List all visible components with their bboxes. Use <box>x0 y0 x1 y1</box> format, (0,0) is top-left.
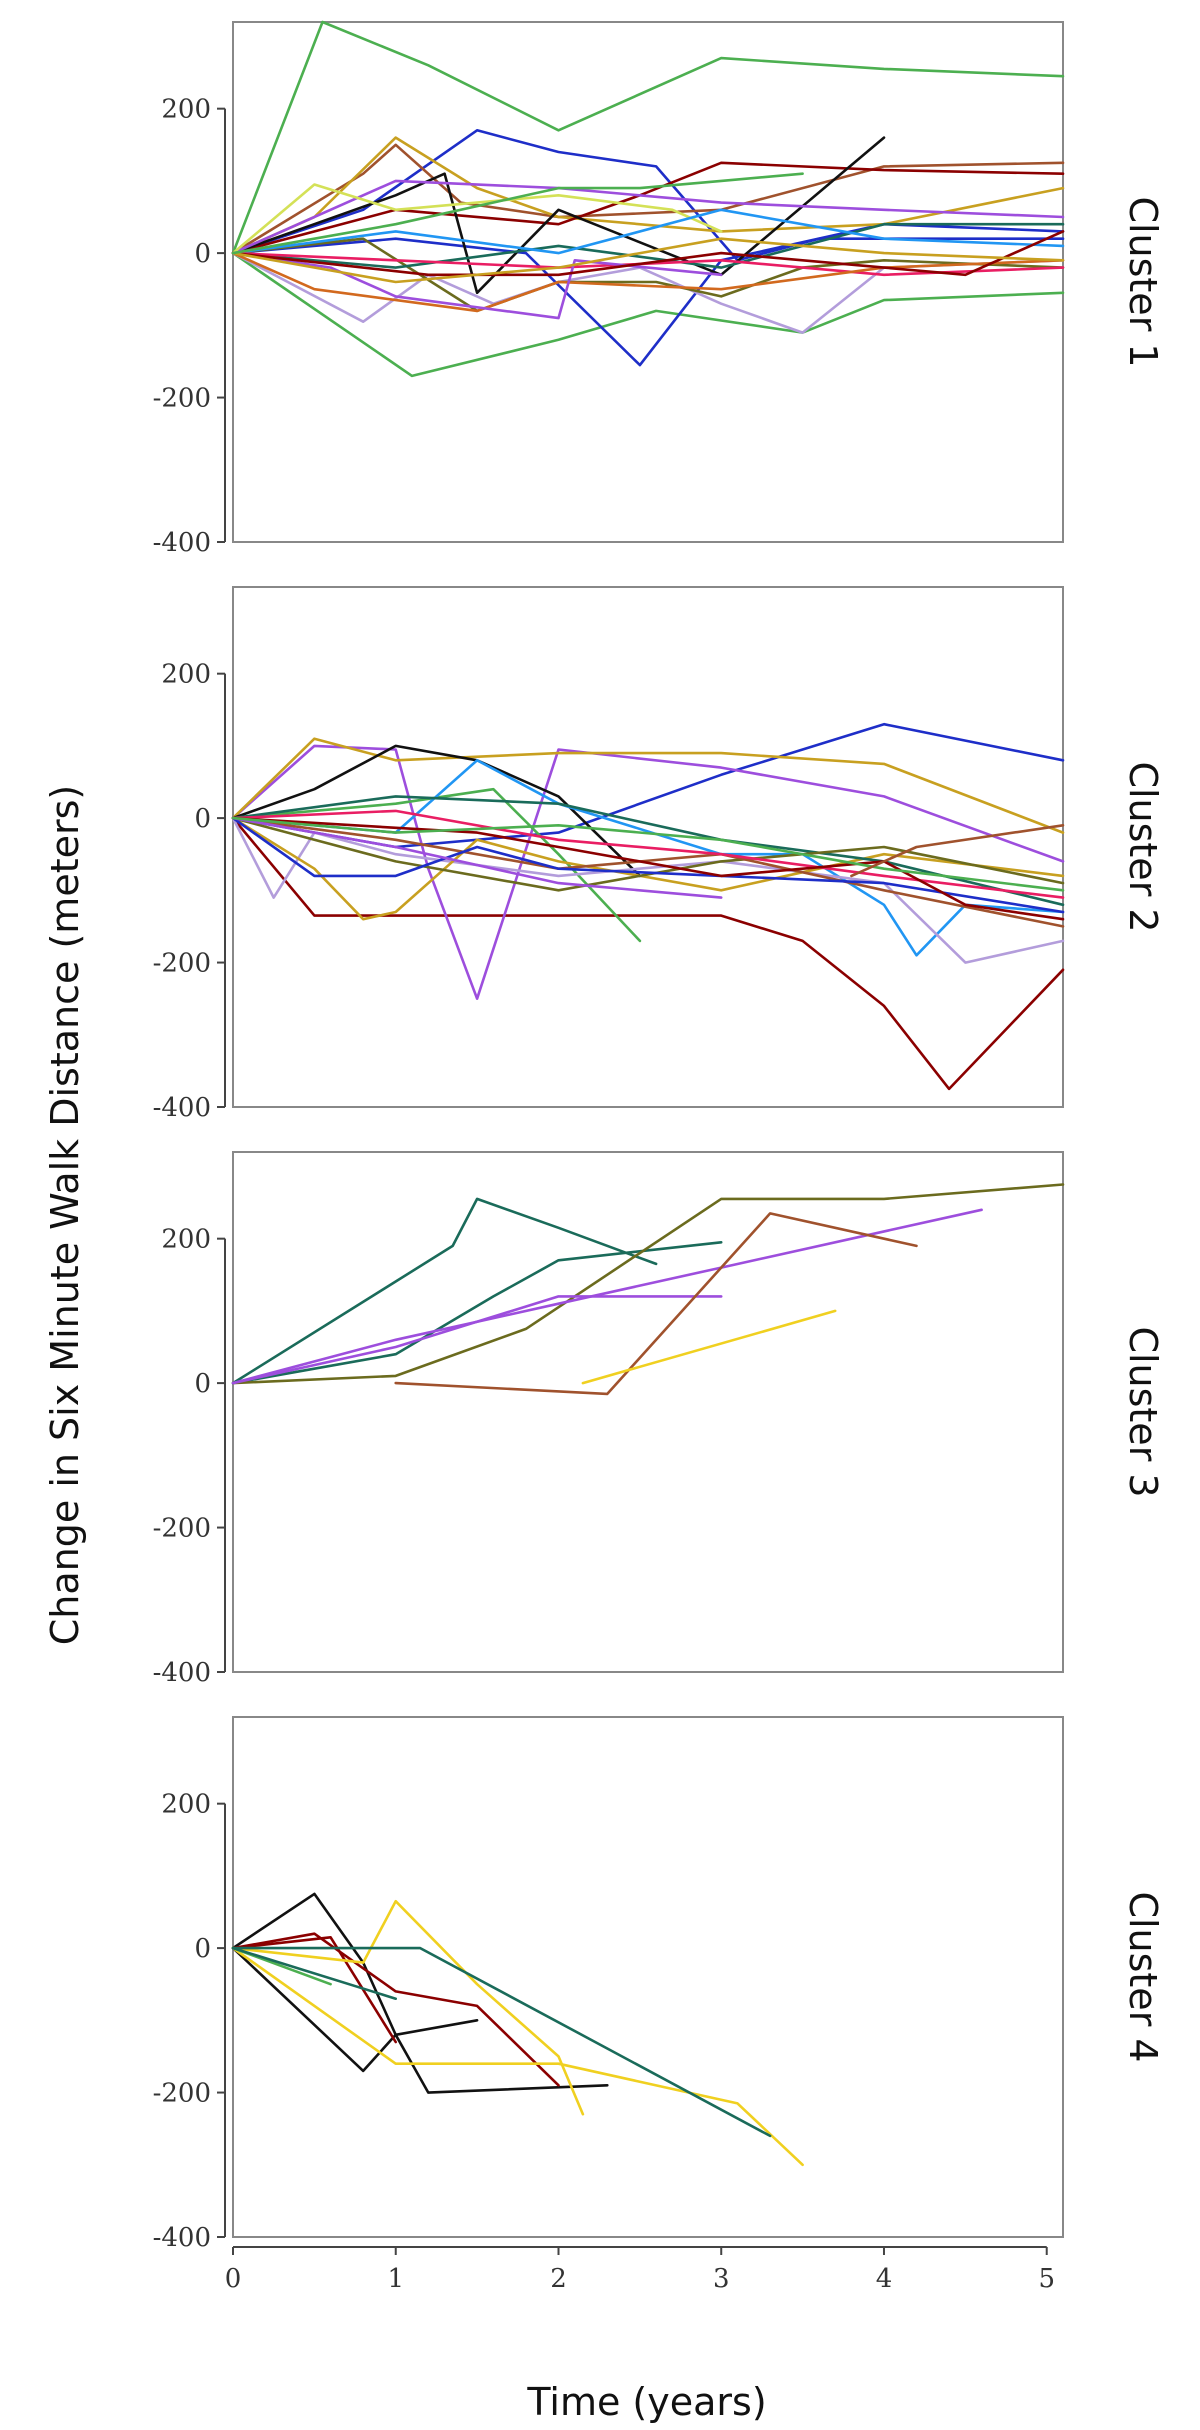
series-line <box>231 1946 772 2138</box>
cluster-panel: 200 0 -200 -400 Cluster 1 <box>153 20 1165 558</box>
x-tick-label: 0 <box>225 2264 242 2294</box>
series-line <box>231 251 1065 334</box>
y-tick-label: -200 <box>153 1514 211 1544</box>
series-line <box>231 1295 723 1385</box>
series-line <box>231 795 1065 907</box>
series-line <box>231 1946 398 2000</box>
series-line <box>231 816 1065 892</box>
series-line <box>231 208 1065 255</box>
y-tick-label: -200 <box>153 2079 211 2109</box>
series-line <box>231 737 1065 834</box>
y-tick-label: 0 <box>194 239 211 269</box>
y-tick-label: -200 <box>153 384 211 414</box>
cluster-panel: 200 0 -200 -400 Cluster 3 <box>153 1151 1165 1688</box>
y-tick-label: -200 <box>153 949 211 979</box>
series-line <box>231 1932 560 2087</box>
series-line <box>231 172 804 255</box>
y-tick-label: 200 <box>161 95 211 125</box>
series-line <box>231 1899 585 2116</box>
cluster-label: Cluster 3 <box>1121 1326 1165 1497</box>
series-line <box>231 816 723 899</box>
series-line <box>231 787 642 943</box>
series-line <box>231 143 1065 255</box>
y-tick-label: 200 <box>161 1225 211 1255</box>
series-line <box>231 237 1065 313</box>
series-line <box>581 1309 837 1385</box>
cluster-label: Cluster 1 <box>1121 196 1165 367</box>
series-line <box>231 251 723 320</box>
cluster-panel: 200 0 -200 -400 Cluster 2 <box>153 586 1165 1123</box>
y-axis-title: Change in Six Minute Walk Distance (mete… <box>43 785 87 1645</box>
series-line <box>231 251 1065 378</box>
series-line <box>231 758 1065 957</box>
series-line <box>231 1936 398 2044</box>
x-tick-label: 4 <box>876 2264 893 2294</box>
series-line <box>231 230 1065 277</box>
series-line <box>231 136 1065 255</box>
series-line <box>231 816 1065 964</box>
series-line <box>231 1946 609 2094</box>
series-line <box>231 809 1065 899</box>
series-line <box>231 1197 658 1385</box>
series-line <box>231 1208 983 1385</box>
series-line <box>231 816 1065 921</box>
series-line <box>231 1183 1065 1385</box>
series-line <box>231 1946 804 2167</box>
plot-frame <box>232 1151 1064 1673</box>
series-line <box>231 183 723 255</box>
cluster-panel: 200 0 -200 -400 Cluster 4 0 1 2 3 4 5 <box>153 1716 1165 2294</box>
series-line <box>231 816 1065 892</box>
series-line <box>231 816 1065 1091</box>
series-line <box>231 237 1065 284</box>
y-tick-label: -400 <box>153 528 211 558</box>
cluster-label: Cluster 2 <box>1121 761 1165 932</box>
series-line <box>394 1212 918 1396</box>
y-tick-label: 0 <box>194 1369 211 1399</box>
series-line <box>231 816 1065 914</box>
plot-frame <box>232 21 1064 543</box>
x-tick-label: 3 <box>713 2264 730 2294</box>
y-tick-label: 0 <box>194 1934 211 1964</box>
series-line <box>231 1892 479 2037</box>
y-tick-label: 200 <box>161 660 211 690</box>
x-tick-label: 1 <box>387 2264 404 2294</box>
plot-frame <box>232 1716 1064 2238</box>
series-line <box>231 179 1065 255</box>
x-tick-label: 2 <box>550 2264 567 2294</box>
y-tick-label: 0 <box>194 804 211 834</box>
series-line <box>231 222 1065 269</box>
series-line <box>231 20 1065 255</box>
y-tick-label: -400 <box>153 2223 211 2253</box>
plot-frame <box>232 586 1064 1108</box>
cluster-label: Cluster 4 <box>1121 1891 1165 2062</box>
y-tick-label: -400 <box>153 1658 211 1688</box>
series-line <box>231 744 642 878</box>
y-tick-label: -400 <box>153 1093 211 1123</box>
x-tick-label: 5 <box>1038 2264 1055 2294</box>
series-line <box>850 823 1065 878</box>
y-tick-label: 200 <box>161 1790 211 1820</box>
x-axis-title: Time (years) <box>526 2380 766 2424</box>
series-line <box>231 1241 723 1385</box>
